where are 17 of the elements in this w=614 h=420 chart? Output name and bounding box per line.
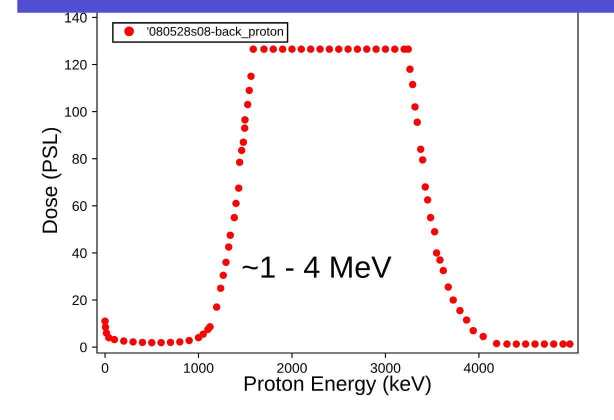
y-tick-label: 100	[65, 106, 87, 117]
y-tick-label: 0	[80, 342, 87, 352]
y-tick-label: 80	[72, 154, 87, 164]
x-axis-title: Proton Energy (keV)	[244, 376, 431, 396]
y-tick-label: 60	[72, 201, 87, 211]
y-axis-title: Dose (PSL)	[42, 128, 62, 233]
y-tick-label: 140	[65, 12, 87, 23]
x-tick-label: 0	[102, 363, 108, 373]
y-tick-label: 120	[65, 60, 87, 70]
x-tick-label: 2000	[277, 363, 307, 373]
annotation: ~1 - 4 MeV	[242, 256, 392, 278]
y-tick-label: 20	[72, 295, 87, 306]
legend-label: '080528s08-back_proton	[147, 26, 284, 38]
x-tick-label: 4000	[464, 363, 494, 373]
x-tick-label: 1000	[184, 363, 214, 373]
x-tick-label: 3000	[370, 363, 400, 373]
y-tick-label: 40	[72, 248, 87, 258]
